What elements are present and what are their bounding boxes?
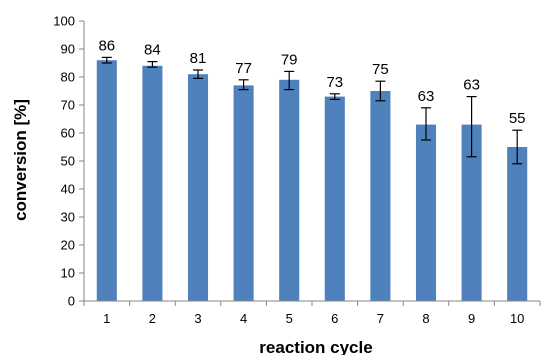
bar [415,124,437,301]
error-bar [147,60,158,68]
bar [507,147,528,301]
y-tick-label: 30 [61,210,75,225]
y-tick-label: 40 [61,182,75,197]
bar [142,65,163,301]
y-axis: 0 10 20 30 40 50 60 70 80 90 100 [53,14,85,309]
data-label: 86 [98,37,115,54]
y-tick-label: 20 [61,238,75,253]
data-label: 63 [418,88,435,105]
x-axis-title: reaction cycle [259,338,372,355]
data-label: 84 [144,42,161,59]
data-label: 55 [509,110,526,127]
bar [96,60,117,302]
error-bar [512,129,523,165]
y-tick-label: 70 [61,98,75,113]
error-bar [421,107,431,141]
bar [324,96,345,301]
data-label: 77 [235,60,252,77]
y-tick-label: 80 [61,70,75,85]
x-tick-label: 2 [149,311,156,326]
bars: 86 84 81 77 79 73 75 63 63 55 [96,37,528,302]
data-label: 79 [281,51,298,68]
data-label: 81 [190,50,207,67]
error-bar [284,70,295,91]
bar [187,74,209,301]
error-bar [193,69,203,80]
error-bar [466,95,477,158]
y-tick-label: 90 [61,42,75,57]
y-tick-label: 10 [61,266,75,281]
bar [279,79,300,301]
error-bar [329,93,340,101]
x-tick-label: 9 [468,311,475,326]
y-tick-label: 100 [53,14,75,29]
error-bar [101,56,112,64]
x-tick-label: 8 [422,311,429,326]
data-label: 63 [463,77,480,94]
x-tick-label: 10 [510,311,524,326]
y-tick-label: 0 [68,294,75,309]
x-tick-label: 4 [240,311,247,326]
x-tick-label: 7 [377,311,384,326]
data-label: 75 [372,61,389,78]
data-label: 73 [326,74,343,91]
y-tick-label: 60 [61,126,75,141]
y-tick-label: 50 [61,154,75,169]
x-tick-label: 5 [286,311,293,326]
x-axis: 1 2 3 4 5 6 7 8 9 10 [83,300,541,326]
error-bar [238,79,249,91]
error-bar [375,80,386,102]
bar [461,124,482,301]
x-tick-label: 1 [103,311,110,326]
bar [370,91,391,301]
x-tick-label: 6 [331,311,338,326]
y-axis-title: conversion [%] [11,99,30,221]
x-tick-label: 3 [194,311,201,326]
bar [233,85,254,302]
